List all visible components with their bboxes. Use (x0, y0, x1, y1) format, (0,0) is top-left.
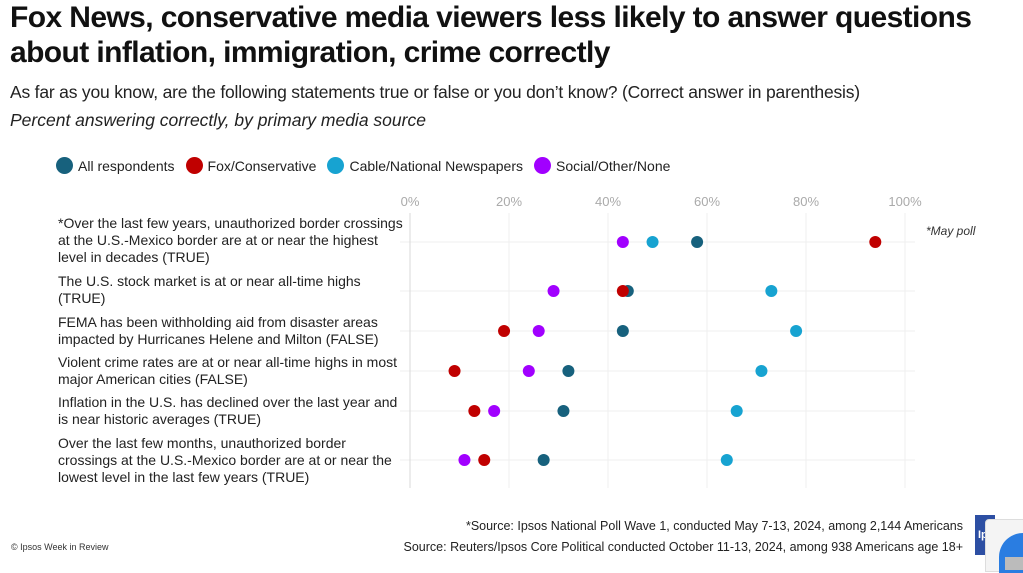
category-label-stock-market: The U.S. stock market is at or near all-… (58, 273, 361, 306)
category-label-violent-crime: Violent crime rates are at or near all-t… (58, 354, 397, 387)
legend-label: Social/Other/None (556, 157, 671, 174)
dot-cable-national: Cable/National Newspapers: 64% (720, 454, 733, 466)
overlay-gray-block (1005, 557, 1023, 570)
source-note-october: Source: Reuters/Ipsos Core Political con… (403, 540, 963, 554)
source-note-may: *Source: Ipsos National Poll Wave 1, con… (465, 519, 963, 533)
legend-item-fox-conservative: Fox/Conservative (185, 157, 317, 174)
category-label-border-highest: *Over the last few years, unauthorized b… (58, 215, 403, 265)
may-poll-note: *May poll (926, 224, 976, 238)
data-points: All respondents: 58% Cable/National Newsp… (448, 236, 882, 466)
dot-social-other: Social/Other/None: 29% (547, 285, 560, 297)
dot-social-other: Social/Other/None: 26% (532, 325, 545, 337)
dot-fox-conservative: Fox/Conservative: 19% (498, 325, 511, 337)
x-axis-ticks: 0% 20% 40% 60% 80% 100% (401, 194, 922, 209)
chart-subtitle-italic: Percent answering correctly, by primary … (10, 110, 426, 130)
dot-fox-conservative: Fox/Conservative: 15% (478, 454, 491, 466)
legend-label: Cable/National Newspapers (349, 157, 523, 174)
legend-swatch-fox-conservative (185, 157, 203, 174)
dot-social-other: Social/Other/None: 17% (488, 405, 501, 417)
x-tick-label: 60% (694, 194, 720, 209)
x-tick-label: 100% (888, 194, 922, 209)
dot-cable-national: Cable/National Newspapers: 73% (765, 285, 778, 297)
chart-subtitle: As far as you know, are the following st… (10, 82, 860, 102)
category-label-border-lowest: Over the last few months, unauthorized b… (58, 435, 392, 485)
grid (400, 213, 915, 488)
legend-item-social-other: Social/Other/None (534, 157, 670, 174)
dot-all-respondents: All respondents: 32% (562, 365, 575, 377)
legend-label: All respondents (78, 157, 175, 174)
legend-swatch-all-respondents (56, 157, 73, 174)
dot-all-respondents: All respondents: 58% (691, 236, 704, 248)
legend: All respondents Fox/Conservative Cable/N… (56, 157, 681, 174)
dot-cable-national: Cable/National Newspapers: 49% (646, 236, 659, 248)
dot-social-other: Social/Other/None: 11% (458, 454, 471, 466)
chart-title: Fox News, conservative media viewers les… (10, 1, 972, 69)
dot-all-respondents: All respondents: 27% (537, 454, 550, 466)
dot-cable-national: Cable/National Newspapers: 71% (755, 365, 768, 377)
dot-cable-national: Cable/National Newspapers: 78% (790, 325, 803, 337)
dot-fox-conservative: Fox/Conservative: 9% (448, 365, 461, 377)
ipsos-logo-overlay: Ip (975, 515, 1023, 573)
dot-fox-conservative: Fox/Conservative: 13% (468, 405, 481, 417)
legend-item-cable-national: Cable/National Newspapers (327, 157, 523, 174)
dot-fox-conservative: Fox/Conservative: 94% (869, 236, 882, 248)
legend-label: Fox/Conservative (207, 157, 317, 174)
copyright: © Ipsos Week in Review (11, 542, 109, 552)
x-tick-label: 80% (793, 194, 819, 209)
dot-cable-national: Cable/National Newspapers: 66% (730, 405, 743, 417)
legend-item-all-respondents: All respondents (56, 157, 175, 174)
dot-all-respondents: All respondents: 43% (616, 325, 629, 337)
legend-swatch-social-other (534, 157, 551, 174)
x-tick-label: 40% (595, 194, 621, 209)
x-tick-label: 20% (496, 194, 522, 209)
dot-fox-conservative: Fox/Conservative: 43% (616, 285, 629, 297)
category-label-fema: FEMA has been withholding aid from disas… (58, 314, 379, 347)
dot-social-other: Social/Other/None: 24% (522, 365, 535, 377)
category-label-inflation: Inflation in the U.S. has declined over … (58, 394, 398, 427)
dot-all-respondents: All respondents: 31% (557, 405, 570, 417)
dot-social-other: Social/Other/None: 43% (616, 236, 629, 248)
x-tick-label: 0% (401, 194, 420, 209)
logo-text: Ip (978, 529, 988, 541)
legend-swatch-cable-national (327, 157, 345, 174)
